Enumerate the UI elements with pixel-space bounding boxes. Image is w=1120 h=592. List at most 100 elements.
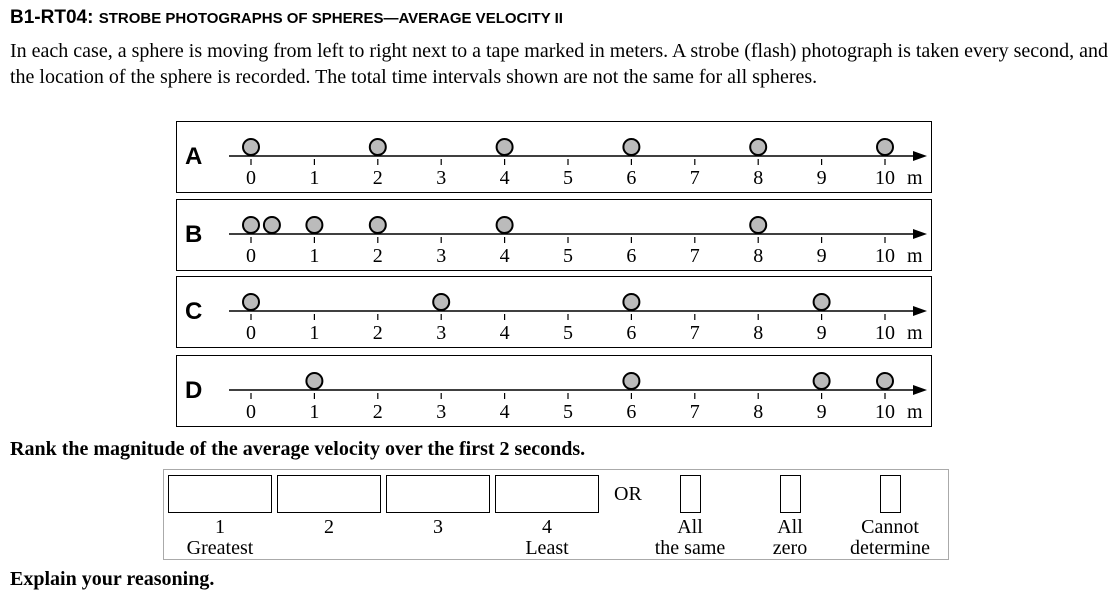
worksheet-title: B1-RT04: Strobe Photographs of Spheres—A… — [10, 7, 563, 28]
sphere-marker — [242, 293, 260, 311]
sphere-marker — [812, 293, 831, 311]
strobe-diagram: C 0 1 2 3 4 5 6 7 8 9 10 m — [185, 293, 927, 344]
panel-label: D — [185, 377, 202, 404]
tick-label: 10 — [875, 167, 895, 189]
tick-label: 8 — [753, 245, 763, 267]
tick-label: 1 — [309, 245, 319, 267]
sphere-marker — [368, 216, 387, 234]
instructions: In each case, a sphere is moving from le… — [10, 40, 1108, 88]
strobe-diagram: A 0 1 2 3 4 5 6 7 8 9 10 m — [185, 138, 927, 189]
tick-label: 4 — [500, 322, 510, 344]
tick-label: 4 — [500, 167, 510, 189]
sphere-marker — [242, 138, 260, 156]
panel-a: A 0 1 2 3 4 5 6 7 8 9 10 m — [176, 121, 932, 193]
tick-label: 2 — [373, 245, 383, 267]
rank-slot-1[interactable] — [168, 475, 272, 513]
tick-label: 9 — [817, 322, 827, 344]
sphere-marker — [622, 138, 641, 156]
panel-label: C — [185, 298, 202, 325]
tick-label: 4 — [500, 245, 510, 267]
tick-label: 3 — [436, 322, 446, 344]
sphere-marker — [432, 293, 451, 311]
tick-label: 1 — [309, 167, 319, 189]
rank-label-2: 2 — [324, 516, 334, 538]
all-zero-checkbox[interactable] — [780, 475, 801, 513]
tick-label: 6 — [626, 245, 636, 267]
tick-label: 7 — [690, 401, 700, 423]
tick-label: 2 — [373, 167, 383, 189]
tick-label: 8 — [753, 322, 763, 344]
sphere-marker — [262, 216, 281, 234]
tick-label: 7 — [690, 167, 700, 189]
tick-label: 3 — [436, 167, 446, 189]
tick-label: 5 — [563, 245, 573, 267]
tick-label: 0 — [246, 322, 256, 344]
tick-label: 2 — [373, 401, 383, 423]
tick-label: 3 — [436, 401, 446, 423]
tick-label: 9 — [817, 167, 827, 189]
tick-label: 6 — [626, 167, 636, 189]
all-same-checkbox[interactable] — [680, 475, 701, 513]
tick-label: 6 — [626, 322, 636, 344]
tick-label: 10 — [875, 245, 895, 267]
strobe-diagram: B 0 1 2 3 4 5 6 7 8 9 10 m — [185, 216, 927, 267]
sphere-marker — [495, 216, 514, 234]
sphere-marker — [305, 216, 324, 234]
tick-label: 9 — [817, 401, 827, 423]
panel-b: B 0 1 2 3 4 5 6 7 8 9 10 m — [176, 199, 932, 271]
tick-label: 8 — [753, 401, 763, 423]
cannot-determine-label: Cannot determine — [850, 516, 930, 559]
tick-label: 1 — [309, 401, 319, 423]
tick-label: 1 — [309, 322, 319, 344]
all-zero-label: All zero — [772, 516, 808, 559]
strobe-diagram: D 0 1 2 3 4 5 6 7 8 9 10 m — [185, 372, 927, 423]
unit-label: m — [907, 245, 923, 267]
sphere-marker — [876, 372, 894, 390]
sphere-marker — [305, 372, 324, 390]
sphere-marker — [368, 138, 387, 156]
tick-label: 5 — [563, 322, 573, 344]
tick-label: 6 — [626, 401, 636, 423]
sphere-marker — [495, 138, 514, 156]
sphere-marker — [622, 293, 641, 311]
arrow-head-icon — [913, 306, 927, 316]
rank-slot-4[interactable] — [495, 475, 599, 513]
rank-slot-2[interactable] — [277, 475, 381, 513]
unit-label: m — [907, 322, 923, 344]
panel-d: D 0 1 2 3 4 5 6 7 8 9 10 m — [176, 355, 932, 427]
cannot-determine-checkbox[interactable] — [880, 475, 901, 513]
question: Rank the magnitude of the average veloci… — [10, 438, 586, 460]
tick-label: 3 — [436, 245, 446, 267]
panel-c: C 0 1 2 3 4 5 6 7 8 9 10 m — [176, 276, 932, 348]
unit-label: m — [907, 167, 923, 189]
unit-label: m — [907, 401, 923, 423]
arrow-head-icon — [913, 229, 927, 239]
all-same-label: All the same — [654, 516, 726, 559]
rank-label-1: 1 Greatest — [186, 516, 254, 559]
arrow-head-icon — [913, 385, 927, 395]
rank-slot-3[interactable] — [386, 475, 490, 513]
sphere-marker — [749, 138, 768, 156]
or-label: OR — [614, 483, 642, 505]
ranking-box: 1 Greatest 2 3 4 Least OR All the same All z… — [163, 469, 949, 560]
panel-label: A — [185, 143, 202, 170]
tick-label: 8 — [753, 167, 763, 189]
tick-label: 4 — [500, 401, 510, 423]
arrow-head-icon — [913, 151, 927, 161]
rank-label-4: 4 Least — [525, 516, 569, 559]
tick-label: 9 — [817, 245, 827, 267]
rank-label-3: 3 — [433, 516, 443, 538]
tick-label: 7 — [690, 245, 700, 267]
sphere-marker — [876, 138, 894, 156]
tick-label: 0 — [246, 401, 256, 423]
sphere-marker — [622, 372, 641, 390]
sphere-marker — [749, 216, 768, 234]
tick-label: 0 — [246, 245, 256, 267]
explain-prompt: Explain your reasoning. — [10, 568, 215, 590]
sphere-marker — [242, 216, 260, 234]
tick-label: 10 — [875, 322, 895, 344]
tick-label: 5 — [563, 167, 573, 189]
tick-label: 5 — [563, 401, 573, 423]
tick-label: 10 — [875, 401, 895, 423]
tick-label: 7 — [690, 322, 700, 344]
